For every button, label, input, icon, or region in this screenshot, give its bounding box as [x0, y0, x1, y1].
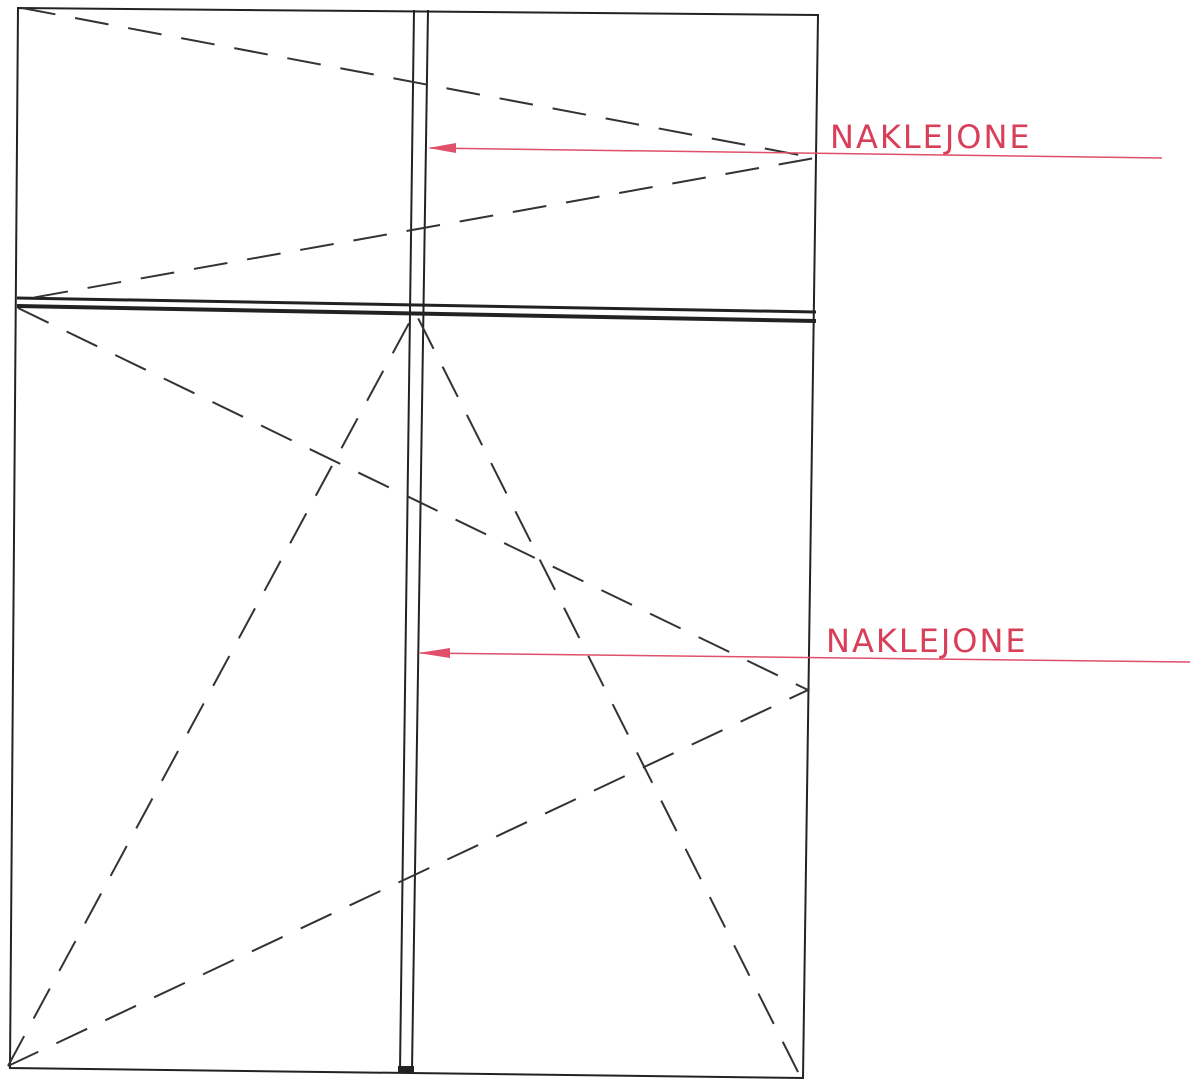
mullion-left	[399, 9, 415, 1071]
annotation-1: NAKLEJONE	[428, 118, 1163, 159]
top-sash-hinge	[19, 7, 816, 301]
leader-line	[429, 147, 1163, 159]
transom-bottom	[16, 304, 817, 323]
arrow-head	[418, 648, 450, 658]
mullion-foot	[398, 1066, 414, 1072]
transom-top	[16, 296, 817, 314]
arrow-head	[428, 143, 456, 153]
leader-line	[419, 652, 1191, 663]
opening-lines	[7, 7, 816, 1077]
bottom-sash-hinge	[7, 307, 811, 1067]
annotation-label: NAKLEJONE	[826, 622, 1028, 660]
outer-frame	[8, 6, 820, 1080]
annotation-label: NAKLEJONE	[830, 118, 1032, 156]
window-frame	[8, 6, 820, 1080]
bottom-sash-tilt	[7, 309, 801, 1077]
annotation-2: NAKLEJONE	[418, 622, 1191, 663]
mullion-right	[411, 9, 429, 1071]
